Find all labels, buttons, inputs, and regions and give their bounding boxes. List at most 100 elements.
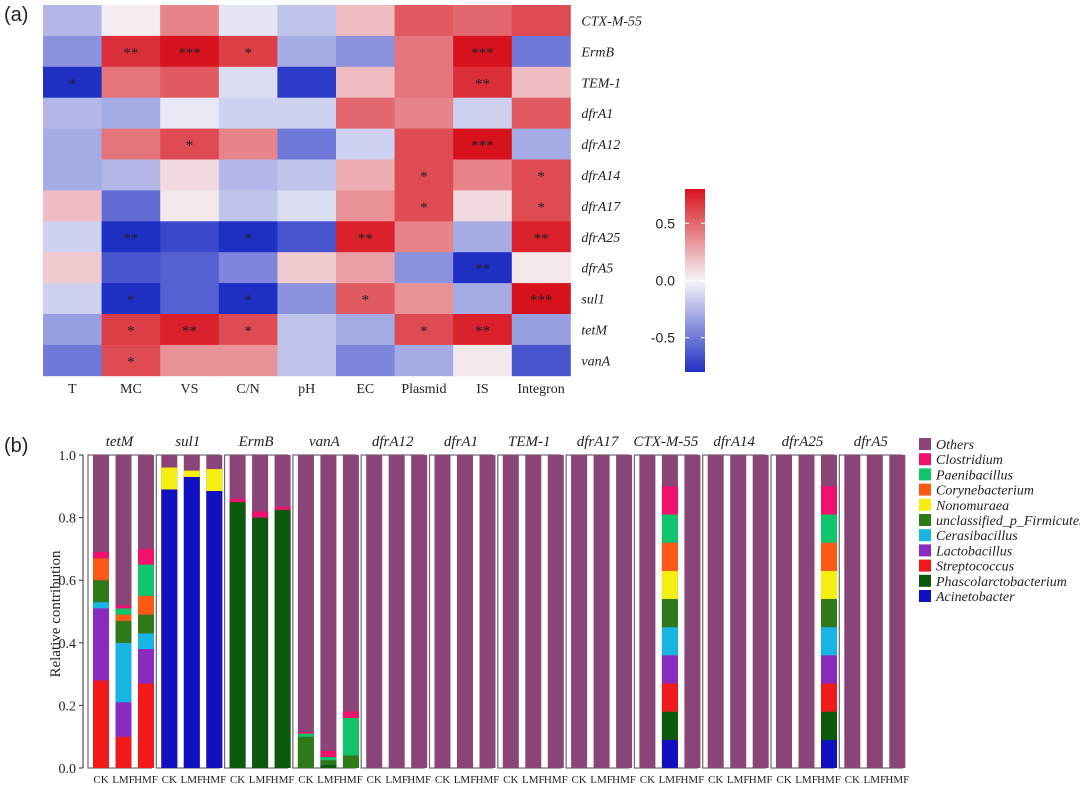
group-label: HMF [339,774,363,786]
heatmap-cell [336,283,395,315]
heatmap-cell [336,5,395,37]
heatmap-cell [511,66,571,99]
bar-segment-others [593,455,610,768]
bar-segment-streptococcus [821,683,837,712]
gene-facet: CTX-M-55 CK LMF HMF [633,434,704,786]
legend-swatch [919,559,931,572]
bar-segment-others [571,455,588,768]
heatmap-cell [394,97,454,129]
bar-segment-cerasibacillus [138,633,154,650]
heatmap-cell [277,159,337,191]
bar-segment-others [320,455,337,768]
legend-swatch [919,498,931,511]
heatmap-cell [43,128,102,160]
significance-mark: ** [182,323,197,339]
heatmap-cell [43,190,102,222]
bar-segment-streptococcus [115,736,132,768]
heatmap-cell [160,252,220,284]
heatmap-cell [101,190,161,222]
significance-mark: ** [534,231,549,247]
bar-segment-others [776,455,792,768]
bar-segment-clostridium [661,486,678,515]
heatmap-column-label: C/N [236,382,259,397]
heatmap-cell [511,35,571,68]
heatmap-cell [43,252,102,284]
significance-mark: ** [475,76,490,92]
bar-segment-cerasibacillus [115,642,132,703]
heatmap-cell [43,35,102,68]
heatmap-cell [511,97,571,129]
bar-segment-others [388,455,405,768]
significance-mark: * [420,169,428,185]
heatmap-cell [101,344,161,377]
heatmap-cell [218,159,278,191]
heatmap-cell [218,128,278,160]
heatmap-cell [160,190,220,222]
heatmap-cell [101,35,161,68]
heatmap-row-label: tetM [581,323,608,338]
heatmap-column-label: EC [356,382,374,397]
bar-segment-lactobacillus [93,608,109,681]
bar-segment-others [798,455,815,768]
heatmap-row-label: dfrA17 [581,200,621,215]
significance-mark: * [420,323,428,339]
colorbar-tick-label: -0.5 [651,330,675,346]
bar-segment-streptococcus [661,683,678,712]
heatmap-cell [277,344,337,377]
legend-swatch [919,468,931,481]
significance-mark: * [127,323,135,339]
heatmap-cell [218,252,278,284]
bar-segment-nonomuraea [661,570,678,599]
gene-facet: sul1 CK LMF HMF [155,434,226,786]
legend-label: Others [936,438,975,453]
bar-segment-clostridium [229,498,246,502]
group-label: HMF [271,774,295,786]
legend-label: Nonomuraea [935,499,1009,514]
heatmap-cell [277,252,337,284]
heatmap-cell [43,283,102,315]
bar-segment-paenibacillus [115,608,132,615]
group-label: HMF [612,774,636,786]
heatmap-cell [511,344,571,377]
heatmap-cell [101,128,161,160]
heatmap-cell [43,344,102,377]
heatmap-cell [218,5,278,37]
significance-mark: * [127,293,135,309]
group-label: HMF [476,774,500,786]
heatmap-cell [394,159,454,191]
significance-mark: *** [178,45,201,61]
heatmap-cell [453,159,513,191]
heatmap-cell [453,66,513,99]
heatmap-row-label: dfrA12 [581,138,620,153]
bar-segment-lactobacillus [115,702,132,737]
bar-segment-others [752,455,769,768]
bar-segment-clostridium [320,750,337,758]
facet-title: ErmB [238,434,274,450]
heatmap-cell [336,221,395,253]
group-label: CK [708,774,723,786]
legend-label: Corynebacterium [936,484,1034,499]
group-label: HMF [407,774,431,786]
heatmap-cell [101,66,161,99]
bar-segment-streptococcus [138,683,154,768]
group-label: LMF [317,774,340,786]
heatmap-column-label: IS [476,382,488,397]
group-label: LMF [659,774,682,786]
group-label: CK [845,774,860,786]
bar-segment-others [684,455,701,768]
group-label: HMF [544,774,568,786]
heatmap-row-label: ErmB [580,45,614,60]
heatmap-cell [160,159,220,191]
facet-title: dfrA1 [444,434,478,450]
group-label: CK [503,774,518,786]
bar-segment-others [639,455,656,768]
gene-facet: dfrA12 CK LMF HMF [360,434,431,786]
legend-swatch [919,438,931,450]
bar-segment-paenibacillus [821,514,837,543]
group-label: LMF [590,774,613,786]
heatmap-cell [453,97,513,129]
bar-segment-clostridium [342,711,359,718]
legend-swatch [919,529,931,542]
legend-label: Lactobacillus [935,544,1013,559]
bar-segment-corynebacterium [821,542,837,571]
